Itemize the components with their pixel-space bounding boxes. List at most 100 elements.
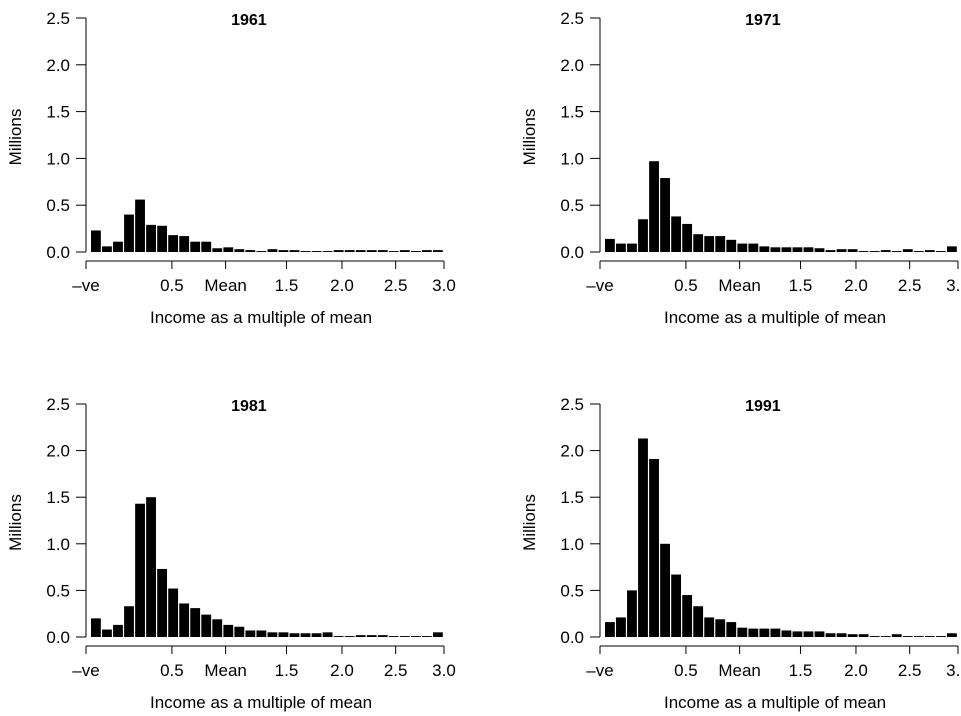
bar: [421, 250, 432, 252]
bar: [399, 250, 410, 252]
bar: [311, 251, 322, 252]
bar: [935, 251, 946, 252]
y-tick-label: 0.0: [46, 628, 70, 647]
bar: [693, 234, 704, 252]
x-tick-label: 2.0: [844, 661, 868, 680]
bar: [759, 628, 770, 637]
x-tick-label: Mean: [204, 276, 247, 295]
y-tick-label: 2.5: [46, 395, 70, 414]
y-tick-label: 1.0: [560, 535, 584, 554]
bar: [179, 236, 190, 252]
chart-panel-1961: 0.0 0.5 1.0 1.5 2.0 2.5 –ve 0.5 Mean 1.5 2.0 2.5 3.0…: [6, 9, 456, 327]
y-tick-label: 0.5: [46, 581, 70, 600]
bar: [638, 438, 648, 637]
bar: [267, 249, 278, 252]
x-tick-label: –ve: [586, 276, 613, 295]
bar: [649, 458, 659, 637]
chart-title: 1981: [231, 398, 267, 415]
y-axis-title: Millions: [6, 494, 25, 551]
bar: [146, 224, 156, 252]
bar: [792, 631, 803, 637]
bar: [278, 632, 289, 637]
bar: [234, 249, 245, 252]
bar: [113, 241, 123, 252]
bar: [223, 624, 234, 637]
bar: [935, 636, 946, 637]
bar: [168, 235, 179, 252]
x-tick-label: 0.5: [674, 661, 698, 680]
bar: [759, 246, 770, 252]
bar: [245, 250, 256, 252]
bar: [660, 543, 670, 637]
chart-panel-1981: 0.0 0.5 1.0 1.5 2.0 2.5 –ve 0.5 Mean 1.5 2.0 2.5 3.0…: [6, 395, 456, 712]
bar: [946, 633, 957, 637]
y-tick-label: 1.5: [560, 488, 584, 507]
bar: [322, 251, 333, 252]
bar: [836, 633, 847, 637]
bar: [693, 606, 704, 637]
bar: [289, 633, 300, 637]
x-tick-label: 2.0: [330, 661, 354, 680]
bar: [113, 624, 123, 637]
bar: [891, 251, 902, 252]
bar: [847, 249, 858, 252]
bar: [737, 627, 748, 637]
bar: [748, 243, 759, 252]
x-tick-label: 2.5: [384, 276, 408, 295]
x-tick-label: 2.5: [384, 661, 408, 680]
bar: [704, 236, 715, 252]
bar: [792, 247, 803, 252]
y-axis-title: Millions: [520, 109, 539, 166]
y-tick-label: 2.5: [560, 9, 584, 28]
bar: [737, 243, 748, 252]
bar: [278, 250, 289, 252]
bar: [377, 635, 388, 637]
y-tick-label: 2.0: [560, 56, 584, 75]
x-tick-label: –ve: [72, 661, 99, 680]
y-tick-label: 1.0: [46, 149, 70, 168]
bar: [902, 249, 913, 252]
bar: [355, 250, 366, 252]
y-tick-label: 2.5: [46, 9, 70, 28]
x-tick-label: 0.5: [160, 276, 184, 295]
bar: [421, 636, 432, 637]
bar: [223, 247, 234, 252]
bar: [267, 632, 278, 637]
bar: [726, 239, 737, 252]
bar: [770, 247, 781, 252]
x-axis-title: Income as a multiple of mean: [150, 308, 372, 327]
x-tick-label: 3.0: [432, 661, 456, 680]
bar: [146, 497, 156, 637]
y-tick-label: 0.0: [560, 243, 584, 262]
y-tick-label: 2.0: [46, 442, 70, 461]
bar: [377, 250, 388, 252]
bar: [869, 636, 880, 637]
bar: [924, 636, 935, 637]
y-tick-label: 1.0: [46, 535, 70, 554]
bar: [399, 636, 410, 637]
x-axis-title: Income as a multiple of mean: [664, 693, 886, 712]
y-tick-label: 1.5: [46, 103, 70, 122]
bar: [803, 247, 814, 252]
y-axis-title: Millions: [520, 494, 539, 551]
bar: [671, 216, 682, 252]
bar: [770, 628, 781, 637]
bar: [726, 622, 737, 637]
bar: [858, 251, 869, 252]
bar: [913, 636, 924, 637]
bar: [748, 628, 759, 637]
bar: [649, 161, 659, 252]
bar: [715, 236, 726, 252]
bar: [803, 631, 814, 637]
bar: [781, 630, 792, 637]
bar: [825, 633, 836, 637]
bar: [234, 626, 245, 637]
bar: [836, 249, 847, 252]
x-tick-label: 2.5: [898, 661, 922, 680]
x-axis-title: Income as a multiple of mean: [664, 308, 886, 327]
y-tick-label: 1.0: [560, 149, 584, 168]
y-tick-label: 2.5: [560, 395, 584, 414]
bar: [212, 619, 223, 637]
bar: [300, 251, 311, 252]
bar: [880, 250, 891, 252]
